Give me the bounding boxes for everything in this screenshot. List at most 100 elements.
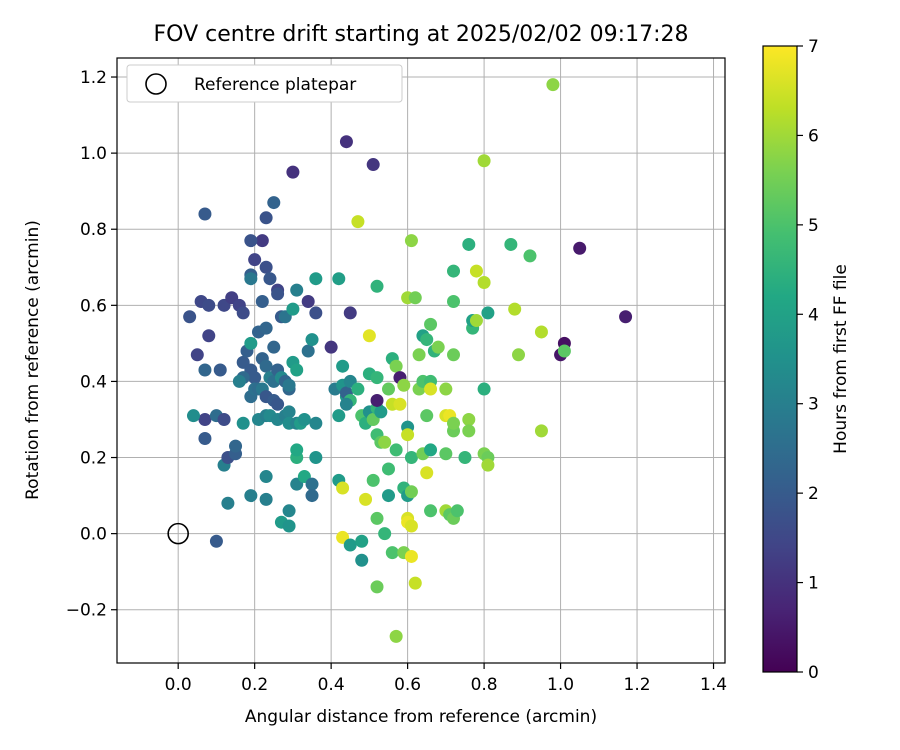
data-point [343, 538, 357, 552]
data-point [255, 295, 269, 309]
data-point [512, 348, 526, 362]
data-point [370, 393, 384, 407]
data-point [420, 466, 434, 480]
data-point [439, 447, 453, 461]
data-point [290, 283, 304, 297]
data-point [370, 279, 384, 293]
data-point [244, 489, 258, 503]
legend-label: Reference platepar [194, 75, 356, 95]
data-point [397, 378, 411, 392]
data-point [324, 340, 338, 354]
data-point [546, 78, 560, 92]
data-point [447, 295, 461, 309]
data-point [309, 306, 323, 320]
data-point [508, 302, 522, 316]
data-point [305, 477, 319, 491]
x-tick-label: 0.0 [165, 675, 192, 695]
data-point [309, 451, 323, 465]
data-point [389, 629, 403, 643]
data-point [259, 359, 273, 373]
data-point [271, 287, 285, 301]
data-point [458, 451, 472, 465]
data-point [378, 527, 392, 541]
data-point [282, 504, 296, 518]
data-point [573, 241, 587, 255]
data-point [424, 504, 438, 518]
y-tick-label: 0.4 [80, 372, 107, 392]
data-point [248, 253, 262, 267]
data-point [290, 443, 304, 457]
y-tick-label: −0.2 [66, 601, 107, 621]
data-point [366, 473, 380, 487]
data-point [221, 496, 235, 510]
data-point [477, 382, 491, 396]
y-tick-label: 0.8 [80, 220, 107, 240]
data-point [198, 363, 212, 377]
data-point [481, 306, 495, 320]
data-point [481, 458, 495, 472]
data-point [389, 359, 403, 373]
data-point [271, 397, 285, 411]
colorbar-label: Hours from first FF file [831, 264, 851, 454]
data-point [404, 549, 418, 563]
data-points [183, 78, 633, 643]
data-point [370, 371, 384, 385]
data-point [282, 405, 296, 419]
data-point [282, 378, 296, 392]
data-point [362, 329, 376, 343]
data-point [259, 321, 273, 335]
data-point [447, 264, 461, 278]
data-point [447, 348, 461, 362]
data-point [202, 329, 216, 343]
colorbar: 0 1 2 3 4 5 6 7 Hours from first FF file [762, 37, 851, 683]
colorbar-ticks: 0 1 2 3 4 5 6 7 [797, 37, 819, 683]
y-tick-label: 1.2 [80, 68, 107, 88]
data-point [424, 382, 438, 396]
data-point [332, 272, 346, 286]
data-point [301, 295, 315, 309]
legend-box [126, 64, 403, 103]
x-tick-label: 0.8 [471, 675, 498, 695]
data-point [469, 264, 483, 278]
data-point [534, 424, 548, 438]
data-point [248, 371, 262, 385]
data-point [255, 234, 269, 248]
data-point [404, 519, 418, 533]
data-point [198, 412, 212, 426]
chart-title: FOV centre drift starting at 2025/02/02 … [154, 22, 689, 47]
data-point [619, 310, 633, 324]
data-point [381, 382, 395, 396]
data-point [447, 416, 461, 430]
data-point [267, 196, 281, 210]
data-point [309, 272, 323, 286]
data-point [408, 576, 422, 590]
data-point [183, 310, 197, 324]
data-point [209, 534, 223, 548]
data-point [431, 340, 445, 354]
data-point [420, 333, 434, 347]
x-tick-label: 0.2 [241, 675, 268, 695]
colorbar-tick-label: 4 [808, 305, 819, 325]
data-point [286, 302, 300, 316]
data-point [462, 237, 476, 251]
data-point [439, 382, 453, 396]
data-point [282, 519, 296, 533]
data-point [462, 412, 476, 426]
y-tick-label: 0.6 [80, 296, 107, 316]
x-axis-ticks: 0.0 0.2 0.4 0.6 0.8 1.0 1.2 1.4 [165, 663, 727, 695]
data-point [374, 405, 388, 419]
data-point [381, 462, 395, 476]
data-point [190, 348, 204, 362]
data-point [420, 409, 434, 423]
y-axis-label: Rotation from reference (arcmin) [23, 220, 43, 500]
x-axis-label: Angular distance from reference (arcmin) [245, 707, 597, 727]
data-point [462, 424, 476, 438]
data-point [339, 397, 353, 411]
data-point [477, 275, 491, 289]
data-point [236, 306, 250, 320]
data-point [381, 489, 395, 503]
data-point [332, 409, 346, 423]
colorbar-tick-label: 0 [808, 663, 819, 683]
legend-marker-icon [145, 73, 167, 95]
